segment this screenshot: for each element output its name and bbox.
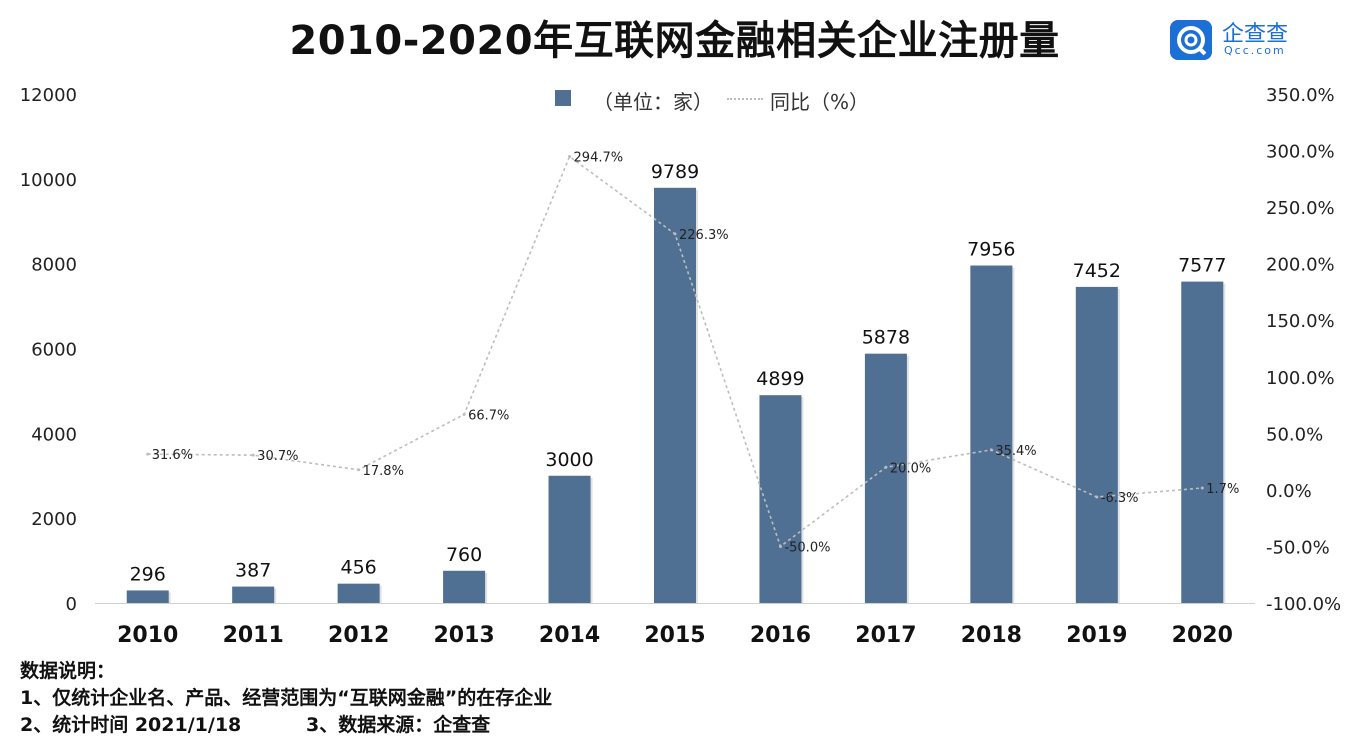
- yoy-point: [1095, 495, 1099, 499]
- y-right-tick-label: 300.0%: [1266, 142, 1335, 163]
- y-left-tick-label: 4000: [31, 424, 77, 445]
- x-tick-label: 2019: [1066, 623, 1127, 648]
- legend-line-label: 同比（%）: [770, 90, 870, 114]
- yoy-value-label: 35.4%: [995, 444, 1036, 459]
- y-left-tick-label: 2000: [31, 509, 77, 530]
- yoy-point: [778, 544, 782, 548]
- bar: [759, 395, 802, 603]
- legend-line-swatch: [727, 98, 763, 100]
- bar-value-label: 387: [235, 560, 271, 582]
- y-left-tick-label: 12000: [20, 85, 77, 106]
- bar-value-label: 7577: [1178, 255, 1226, 277]
- notes-heading: 数据说明：: [20, 660, 116, 682]
- x-tick-label: 2014: [539, 623, 600, 648]
- bar-value-label: 4899: [756, 368, 804, 390]
- legend-bar-swatch: [555, 90, 571, 106]
- y-right-tick-label: 150.0%: [1266, 311, 1335, 332]
- notes-line-2: 2、统计时间 2021/1/18: [20, 714, 242, 736]
- yoy-point: [568, 155, 572, 159]
- yoy-value-label: 294.7%: [574, 151, 624, 166]
- x-tick-label: 2017: [855, 623, 916, 648]
- legend-bar-label: （单位：家）: [593, 90, 713, 114]
- yoy-value-label: 30.7%: [257, 449, 298, 464]
- bar-value-label: 9789: [651, 161, 699, 183]
- yoy-point: [673, 232, 677, 236]
- yoy-value-label: -50.0%: [784, 540, 830, 555]
- yoy-value-label: 66.7%: [468, 408, 509, 423]
- x-tick-label: 2018: [961, 623, 1022, 648]
- yoy-value-label: 1.7%: [1206, 482, 1239, 497]
- yoy-point: [989, 448, 993, 452]
- y-right-tick-label: 200.0%: [1266, 255, 1335, 276]
- y-right-tick-label: 350.0%: [1266, 85, 1335, 106]
- bar-value-label: 296: [130, 563, 166, 585]
- x-tick-label: 2011: [223, 623, 284, 648]
- x-tick-label: 2010: [117, 623, 178, 648]
- bar: [443, 570, 486, 603]
- bar: [1181, 281, 1224, 603]
- x-tick-label: 2013: [433, 623, 494, 648]
- notes-line-3: 3、数据来源：企查查: [306, 714, 491, 736]
- x-tick-label: 2016: [750, 623, 811, 648]
- bar: [548, 475, 591, 603]
- logo-name: 企查查: [1222, 22, 1289, 47]
- bar: [126, 590, 169, 603]
- yoy-point: [884, 465, 888, 469]
- bar: [337, 583, 380, 603]
- bar-value-label: 3000: [545, 449, 593, 471]
- yoy-value-label: -6.3%: [1101, 491, 1139, 506]
- yoy-value-label: 31.6%: [152, 448, 193, 463]
- y-right-tick-label: 250.0%: [1266, 198, 1335, 219]
- y-right-tick-label: 50.0%: [1266, 424, 1323, 445]
- y-right-tick-label: 100.0%: [1266, 368, 1335, 389]
- y-left-tick-label: 10000: [20, 170, 77, 191]
- logo-domain: Qcc.com: [1224, 44, 1286, 57]
- bar-value-label: 760: [446, 544, 482, 566]
- notes-line-1: 1、仅统计企业名、产品、经营范围为“互联网金融”的在存企业: [20, 687, 553, 709]
- yoy-point: [146, 452, 150, 456]
- y-left-tick-label: 8000: [31, 255, 77, 276]
- bar-value-label: 7452: [1073, 260, 1121, 282]
- y-right-tick-label: -50.0%: [1266, 537, 1330, 558]
- y-left-tick-label: 6000: [31, 340, 77, 361]
- bar-value-label: 456: [341, 557, 377, 579]
- chart-title: 2010-2020年互联网金融相关企业注册量: [289, 18, 1060, 64]
- bar-value-label: 5878: [862, 327, 910, 349]
- bar: [654, 187, 696, 603]
- chart-plot: 0 2000 4000 6000 8000 10000 12000 -100.0% -50.0%…: [20, 85, 1341, 648]
- bar: [970, 265, 1013, 603]
- yoy-value-label: 20.0%: [890, 461, 931, 476]
- yoy-point: [251, 453, 255, 457]
- bar-value-label: 7956: [967, 239, 1015, 261]
- y-left-tick-label: 0: [66, 594, 77, 615]
- yoy-point: [462, 412, 466, 416]
- x-tick-label: 2012: [328, 623, 389, 648]
- x-tick-label: 2015: [644, 623, 705, 648]
- yoy-value-label: 226.3%: [679, 228, 729, 243]
- x-tick-label: 2020: [1172, 623, 1233, 648]
- bar: [232, 586, 275, 603]
- y-right-tick-label: -100.0%: [1266, 594, 1341, 615]
- yoy-point: [357, 468, 361, 472]
- yoy-value-label: 17.8%: [363, 464, 404, 479]
- qcc-logo: 企查查 Qcc.com: [1170, 16, 1310, 60]
- qcc-logo-icon: [1170, 20, 1212, 60]
- yoy-point: [1200, 486, 1204, 490]
- bar: [1075, 286, 1118, 603]
- y-right-tick-label: 0.0%: [1266, 481, 1312, 502]
- data-notes: 数据说明： 1、仅统计企业名、产品、经营范围为“互联网金融”的在存企业 2、统计…: [20, 656, 552, 737]
